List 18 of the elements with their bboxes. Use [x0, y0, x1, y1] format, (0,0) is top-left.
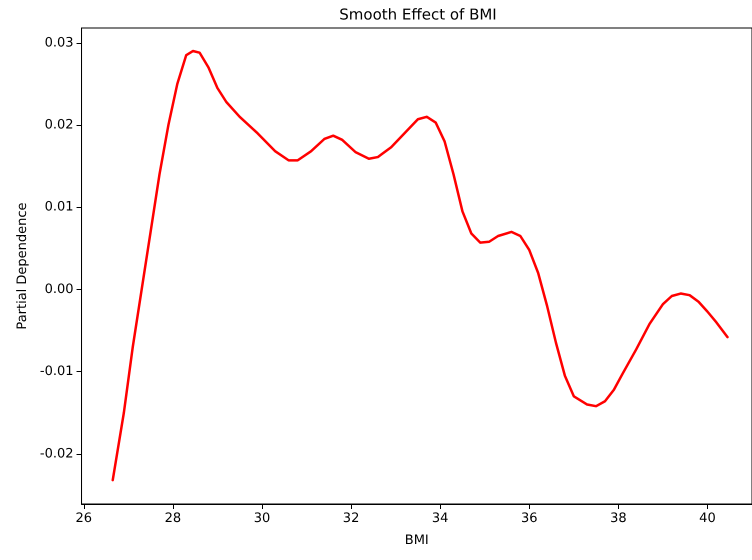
x-tick-label: 40: [699, 511, 716, 526]
y-tick-label: -0.02: [40, 446, 74, 462]
x-tick-label: 36: [520, 511, 538, 526]
line-series: [111, 50, 729, 482]
chart-title: Smooth Effect of BMI: [339, 6, 497, 24]
x-tick-label: 26: [75, 511, 92, 526]
y-tick-label: -0.01: [40, 364, 74, 380]
y-tick-label: 0.03: [44, 35, 74, 50]
x-tick-label: 28: [164, 511, 182, 526]
x-tick-label: 30: [254, 511, 270, 526]
y-axis-title: Partial Dependence: [15, 202, 30, 330]
x-tick-label: 34: [432, 511, 448, 526]
x-tick-label: 32: [342, 511, 360, 526]
y-tick-label: 0.02: [44, 118, 74, 133]
y-tick-label: 0.00: [44, 282, 74, 297]
y-tick-label: 0.01: [44, 200, 74, 215]
x-tick-label: 38: [610, 511, 627, 526]
x-axis-title: BMI: [404, 533, 429, 548]
